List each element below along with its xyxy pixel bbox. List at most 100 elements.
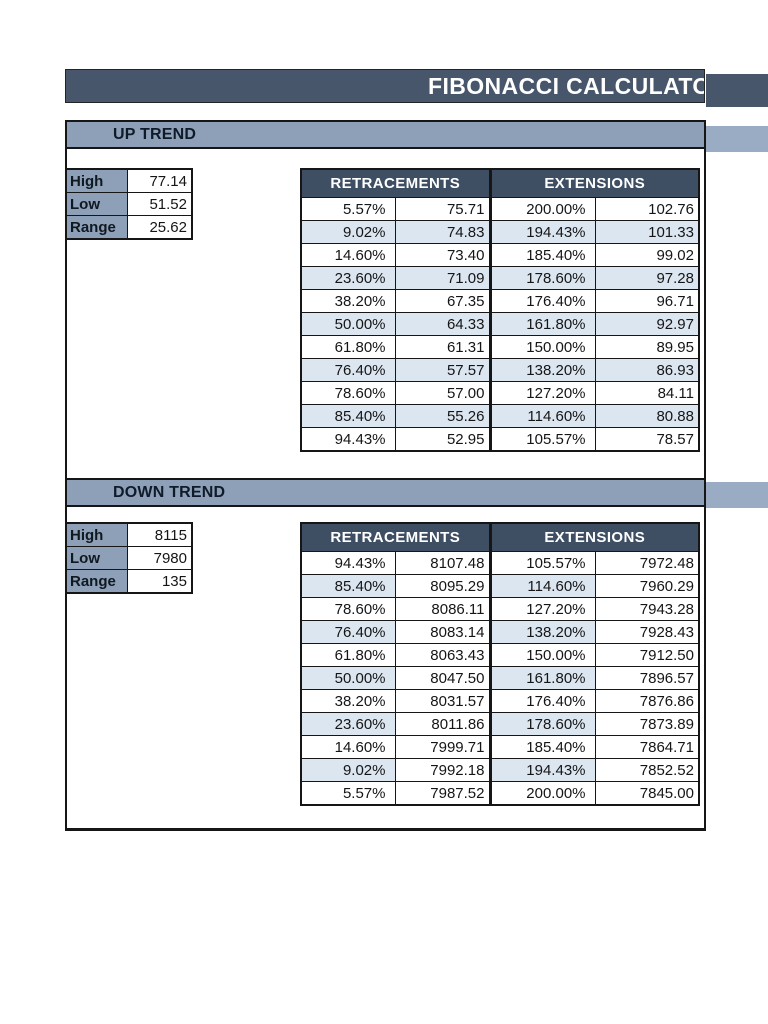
retracement-value-cell: 8107.48 [394, 551, 491, 575]
summary-row: High 77.14 [65, 168, 193, 193]
retracement-value-cell: 55.26 [394, 404, 491, 428]
down-trend-section-label: DOWN TREND [113, 484, 226, 501]
extension-value-cell: 97.28 [594, 266, 700, 290]
retracement-value-cell: 64.33 [394, 312, 491, 336]
retracement-pct-cell: 61.80% [300, 335, 396, 359]
extension-value-cell: 80.88 [594, 404, 700, 428]
high-label: High [65, 168, 128, 193]
extension-pct-cell: 127.20% [488, 381, 596, 405]
extension-pct-cell: 150.00% [488, 335, 596, 359]
title-bar: FIBONACCI CALCULATOR [65, 69, 705, 103]
retracement-value-cell: 8086.11 [394, 597, 491, 621]
retracement-value-cell: 67.35 [394, 289, 491, 313]
range-label: Range [65, 569, 128, 594]
table-row: 5.57% 75.71 200.00% 102.76 [300, 197, 700, 221]
low-value: 7980 [127, 546, 193, 570]
extension-value-cell: 7876.86 [594, 689, 700, 713]
extension-pct-cell: 114.60% [488, 404, 596, 428]
extension-pct-cell: 138.20% [488, 620, 596, 644]
summary-row: Low 7980 [65, 546, 193, 570]
extension-pct-cell: 178.60% [488, 266, 596, 290]
page-title: FIBONACCI CALCULATOR [428, 73, 705, 99]
table-row: 94.43% 52.95 105.57% 78.57 [300, 427, 700, 452]
table-row: 76.40% 8083.14 138.20% 7928.43 [300, 620, 700, 644]
high-label: High [65, 522, 128, 547]
retracement-pct-cell: 78.60% [300, 381, 396, 405]
up-trend-bar-overflow-strip [706, 126, 768, 152]
extension-value-cell: 7928.43 [594, 620, 700, 644]
extension-pct-cell: 185.40% [488, 735, 596, 759]
extension-pct-cell: 161.80% [488, 312, 596, 336]
table-row: 50.00% 8047.50 161.80% 7896.57 [300, 666, 700, 690]
table-row: 23.60% 8011.86 178.60% 7873.89 [300, 712, 700, 736]
retracement-value-cell: 71.09 [394, 266, 491, 290]
retracement-value-cell: 61.31 [394, 335, 491, 359]
high-value: 77.14 [127, 168, 193, 193]
extension-value-cell: 7845.00 [594, 781, 700, 806]
table-row: 78.60% 57.00 127.20% 84.11 [300, 381, 700, 405]
title-bar-overflow-strip [706, 74, 768, 107]
table-row: 38.20% 8031.57 176.40% 7876.86 [300, 689, 700, 713]
extension-value-cell: 7864.71 [594, 735, 700, 759]
extensions-header-cell: EXTENSIONS [488, 522, 700, 552]
extension-value-cell: 96.71 [594, 289, 700, 313]
retracement-pct-cell: 5.57% [300, 197, 396, 221]
up-trend-fib-table: RETRACEMENTS EXTENSIONS 5.57% 75.71 200.00… [300, 168, 700, 452]
retracement-value-cell: 8083.14 [394, 620, 491, 644]
extension-value-cell: 7912.50 [594, 643, 700, 667]
table-row: 5.57% 7987.52 200.00% 7845.00 [300, 781, 700, 806]
table-row: 78.60% 8086.11 127.20% 7943.28 [300, 597, 700, 621]
table-header-row: RETRACEMENTS EXTENSIONS [300, 168, 700, 198]
extension-value-cell: 7896.57 [594, 666, 700, 690]
extension-value-cell: 99.02 [594, 243, 700, 267]
table-row: 9.02% 74.83 194.43% 101.33 [300, 220, 700, 244]
retracement-pct-cell: 76.40% [300, 358, 396, 382]
extension-pct-cell: 194.43% [488, 758, 596, 782]
extension-pct-cell: 185.40% [488, 243, 596, 267]
extension-pct-cell: 176.40% [488, 689, 596, 713]
retracement-value-cell: 57.57 [394, 358, 491, 382]
extension-value-cell: 7873.89 [594, 712, 700, 736]
retracement-pct-cell: 14.60% [300, 735, 396, 759]
retracement-pct-cell: 9.02% [300, 758, 396, 782]
retracement-value-cell: 8063.43 [394, 643, 491, 667]
extension-pct-cell: 114.60% [488, 574, 596, 598]
up-trend-section-label: UP TREND [113, 126, 197, 143]
retracement-value-cell: 8011.86 [394, 712, 491, 736]
table-row: 61.80% 8063.43 150.00% 7912.50 [300, 643, 700, 667]
extension-pct-cell: 138.20% [488, 358, 596, 382]
summary-row: Low 51.52 [65, 192, 193, 216]
extension-value-cell: 101.33 [594, 220, 700, 244]
retracement-pct-cell: 9.02% [300, 220, 396, 244]
extension-value-cell: 84.11 [594, 381, 700, 405]
table-row: 14.60% 73.40 185.40% 99.02 [300, 243, 700, 267]
table-row: 14.60% 7999.71 185.40% 7864.71 [300, 735, 700, 759]
extension-value-cell: 7960.29 [594, 574, 700, 598]
retracement-value-cell: 8095.29 [394, 574, 491, 598]
extension-pct-cell: 161.80% [488, 666, 596, 690]
table-row: 23.60% 71.09 178.60% 97.28 [300, 266, 700, 290]
retracement-pct-cell: 94.43% [300, 551, 396, 575]
retracement-pct-cell: 78.60% [300, 597, 396, 621]
extension-value-cell: 7972.48 [594, 551, 700, 575]
retracement-value-cell: 75.71 [394, 197, 491, 221]
up-trend-section-bar: UP TREND [67, 122, 704, 149]
table-row: 61.80% 61.31 150.00% 89.95 [300, 335, 700, 359]
retracement-pct-cell: 50.00% [300, 666, 396, 690]
retracement-pct-cell: 50.00% [300, 312, 396, 336]
extension-value-cell: 102.76 [594, 197, 700, 221]
range-value: 25.62 [127, 215, 193, 240]
extension-value-cell: 92.97 [594, 312, 700, 336]
table-row: 94.43% 8107.48 105.57% 7972.48 [300, 551, 700, 575]
summary-row: Range 25.62 [65, 215, 193, 240]
retracement-pct-cell: 85.40% [300, 404, 396, 428]
retracement-value-cell: 74.83 [394, 220, 491, 244]
down-trend-bar-overflow-strip [706, 482, 768, 508]
low-label: Low [65, 546, 128, 570]
retracement-pct-cell: 5.57% [300, 781, 396, 806]
extension-pct-cell: 105.57% [488, 551, 596, 575]
down-trend-section-bar: DOWN TREND [67, 478, 704, 507]
extension-pct-cell: 105.57% [488, 427, 596, 452]
retracement-value-cell: 7987.52 [394, 781, 491, 806]
summary-row: Range 135 [65, 569, 193, 594]
